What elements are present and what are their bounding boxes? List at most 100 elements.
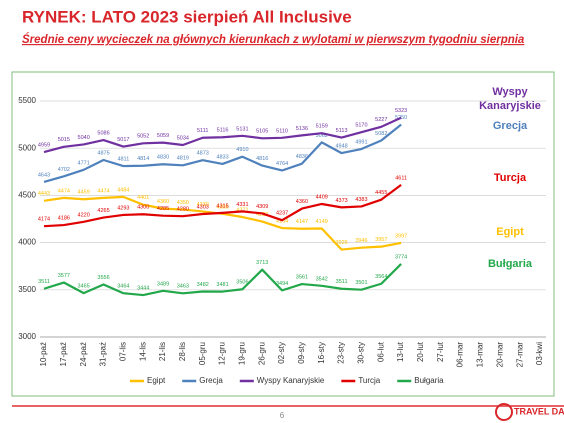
x-tick-label: 06-mar bbox=[456, 342, 465, 368]
data-label: 4401 bbox=[137, 195, 149, 201]
data-label: 3542 bbox=[316, 276, 328, 282]
data-label: 4220 bbox=[78, 212, 90, 218]
data-label: 4331 bbox=[236, 202, 248, 208]
data-label: 3482 bbox=[197, 282, 209, 288]
series-end-label: Bułgaria bbox=[488, 258, 533, 270]
x-tick-label: 16-sty bbox=[317, 342, 326, 364]
data-label: 5105 bbox=[256, 129, 268, 135]
data-label: 5159 bbox=[316, 124, 328, 130]
data-label: 4611 bbox=[395, 175, 407, 181]
x-tick-label: 09-sty bbox=[297, 342, 306, 364]
series-line bbox=[43, 263, 402, 297]
data-label: 4819 bbox=[177, 156, 189, 162]
data-label: 5110 bbox=[276, 128, 288, 134]
data-label: 4285 bbox=[157, 206, 169, 212]
data-label: 4875 bbox=[97, 150, 109, 156]
logo: TRAVEL DATA bbox=[514, 406, 564, 416]
data-label: 4771 bbox=[78, 160, 90, 166]
x-tick-label: 28-lis bbox=[178, 342, 187, 361]
data-label: 4147 bbox=[296, 219, 308, 225]
legend-label: Egipt bbox=[147, 376, 166, 385]
legend-label: Grecja bbox=[199, 376, 223, 385]
data-label: 4484 bbox=[117, 187, 129, 193]
x-tick-label: 21-lis bbox=[158, 342, 167, 361]
data-label: 4373 bbox=[335, 198, 347, 204]
x-tick-label: 06-lut bbox=[376, 341, 385, 362]
data-label: 3511 bbox=[336, 279, 348, 285]
series-line bbox=[43, 123, 402, 183]
data-label: 4280 bbox=[177, 207, 189, 213]
data-label: 3511 bbox=[38, 279, 50, 285]
series-line bbox=[43, 184, 402, 228]
data-label: 4409 bbox=[316, 194, 328, 200]
y-tick-label: 3500 bbox=[18, 285, 36, 294]
x-tick-label: 30-sty bbox=[357, 342, 366, 364]
data-label: 3464 bbox=[117, 284, 129, 290]
x-tick-label: 31-paź bbox=[99, 342, 108, 366]
data-label: 4959 bbox=[38, 143, 50, 149]
x-tick-label: 17-paź bbox=[59, 342, 68, 366]
data-label: 3946 bbox=[355, 238, 367, 244]
legend-label: Wyspy Kanaryjskie bbox=[257, 376, 325, 385]
x-tick-label: 12-gru bbox=[218, 342, 227, 365]
x-tick-label: 20-lut bbox=[416, 341, 425, 362]
data-label: 4186 bbox=[58, 215, 70, 221]
data-label: 4836 bbox=[296, 154, 308, 160]
data-label: 3564 bbox=[375, 274, 387, 280]
data-label: 5116 bbox=[217, 128, 229, 134]
data-label: 4360 bbox=[157, 199, 169, 205]
data-label: 4455 bbox=[375, 190, 387, 196]
y-tick-label: 5500 bbox=[18, 96, 36, 105]
x-tick-label: 03-kwi bbox=[535, 342, 544, 365]
x-tick-label: 23-sty bbox=[337, 342, 346, 364]
data-label: 5086 bbox=[97, 131, 109, 137]
data-label: 3556 bbox=[97, 275, 109, 281]
x-tick-label: 05-gru bbox=[198, 342, 207, 365]
data-label: 4309 bbox=[256, 204, 268, 210]
data-label: 5131 bbox=[236, 126, 248, 132]
data-label: 5227 bbox=[375, 117, 387, 123]
data-label: 4459 bbox=[78, 190, 90, 196]
data-label: 3997 bbox=[395, 233, 407, 239]
data-label: 4360 bbox=[296, 199, 308, 205]
legend-label: Bułgaria bbox=[414, 376, 444, 385]
data-label: 4991 bbox=[355, 140, 367, 146]
data-label: 3561 bbox=[296, 274, 308, 280]
data-label: 3465 bbox=[78, 284, 90, 290]
data-label: 5017 bbox=[117, 137, 129, 143]
x-tick-label: 13-mar bbox=[476, 342, 485, 368]
data-label: 4443 bbox=[38, 191, 50, 197]
data-label: 5034 bbox=[177, 135, 189, 141]
data-label: 5136 bbox=[296, 126, 308, 132]
page-number: 6 bbox=[280, 411, 285, 420]
data-label: 4330 bbox=[197, 202, 209, 208]
data-label: 3506 bbox=[236, 280, 248, 286]
data-label: 5113 bbox=[336, 128, 348, 134]
data-label: 4702 bbox=[58, 167, 70, 173]
data-label: 3957 bbox=[375, 237, 387, 243]
data-label: 5015 bbox=[58, 137, 70, 143]
data-label: 3444 bbox=[137, 286, 149, 292]
series-end-label: Grecja bbox=[493, 120, 528, 132]
data-label: 3713 bbox=[256, 260, 268, 266]
chart-title: RYNEK: LATO 2023 sierpień All Inclusive bbox=[22, 7, 352, 26]
data-label: 4265 bbox=[97, 208, 109, 214]
x-tick-label: 20-mar bbox=[495, 342, 504, 368]
data-label: 3926 bbox=[335, 240, 347, 246]
x-tick-label: 14-lis bbox=[138, 342, 147, 361]
x-tick-label: 26-gru bbox=[257, 342, 266, 365]
data-label: 4305 bbox=[216, 204, 228, 210]
data-label: 3501 bbox=[355, 280, 367, 286]
data-label: 3481 bbox=[216, 282, 228, 288]
data-label: 3489 bbox=[157, 281, 169, 287]
data-label: 5052 bbox=[137, 134, 149, 140]
data-label: 5170 bbox=[355, 123, 367, 129]
data-label: 3577 bbox=[58, 273, 70, 279]
data-label: 5062 bbox=[316, 133, 328, 139]
data-label: 4300 bbox=[137, 205, 149, 211]
data-label: 5059 bbox=[157, 133, 169, 139]
series-end-label: Egipt bbox=[496, 226, 524, 238]
logo-icon bbox=[495, 403, 513, 421]
chart-subtitle: Średnie ceny wycieczek na głównych kieru… bbox=[22, 33, 525, 46]
data-label: 4223 bbox=[256, 212, 268, 218]
